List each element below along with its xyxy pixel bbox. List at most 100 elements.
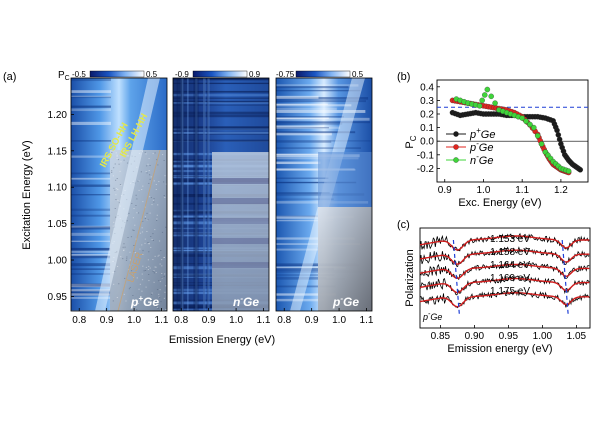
svg-text:-0.5: -0.5 bbox=[72, 70, 86, 79]
b-point bbox=[519, 115, 525, 121]
c-xtick-label: 0.90 bbox=[465, 331, 485, 342]
a-ytick-label: 1.15 bbox=[48, 146, 68, 157]
c-xtick-label: 1.00 bbox=[533, 331, 553, 342]
colorbar-p-minus-ge: -0.75 0.5 bbox=[276, 70, 364, 79]
c-curve-3: 1.164 eV bbox=[419, 260, 590, 281]
b-legend-marker bbox=[453, 144, 459, 150]
panel-c-ylabel: Polarization bbox=[404, 249, 416, 306]
c-curve-5: 1.175 eV bbox=[419, 286, 590, 309]
svg-text:0.9: 0.9 bbox=[249, 70, 261, 79]
b-ytick-label: 0.3 bbox=[420, 96, 434, 107]
panel-a-xlabel: Emission Energy (eV) bbox=[169, 334, 275, 346]
panel-a-label: (a) bbox=[3, 71, 16, 83]
heatmap-p-plus-ge: IRS SO-HH IRS LH-HH LASER p+Ge bbox=[70, 77, 168, 312]
b-point bbox=[482, 92, 488, 98]
b-legend-label: n-Ge bbox=[470, 152, 493, 167]
a-xtick-label: 1.0 bbox=[332, 315, 346, 326]
c-dip-guide bbox=[452, 239, 460, 316]
panel-c-xlabel: Emission energy (eV) bbox=[447, 343, 552, 355]
b-legend-marker bbox=[453, 157, 459, 163]
b-point bbox=[555, 132, 562, 138]
c-curve-4: 1.169 eV bbox=[419, 273, 590, 296]
panel-label-p-minus-ge: p-Ge bbox=[332, 294, 359, 309]
c-curve-1: 1.153 eV bbox=[419, 232, 590, 252]
panel-b-plot: 0.9 1.0 1.1 1.2 0.4 0.3 0.2 0.1 0.0 -0.1 -0.2 p+Gep… bbox=[417, 79, 589, 196]
c-fit-trace bbox=[419, 235, 590, 251]
b-ytick-label: 0.0 bbox=[420, 137, 434, 148]
c-curve-label: 1.153 eV bbox=[490, 234, 530, 245]
c-curve-2: 1.158 eV bbox=[419, 246, 590, 268]
panel-label-n-minus-ge: n-Ge bbox=[233, 294, 259, 309]
a-xtick-label: 1.1 bbox=[257, 315, 271, 326]
b-point bbox=[479, 97, 485, 104]
b-point bbox=[554, 127, 560, 134]
svg-text:0.5: 0.5 bbox=[146, 70, 158, 79]
a-xtick-label: 1.1 bbox=[360, 315, 374, 326]
a-xtick-label: 0.8 bbox=[277, 315, 291, 326]
c-fit-trace bbox=[419, 292, 590, 308]
heatmap-p-minus-ge: p-Ge bbox=[275, 77, 373, 312]
a-xtick-label: 0.8 bbox=[174, 315, 188, 326]
b-point bbox=[534, 133, 541, 139]
colorbar-p-plus-ge: -0.5 0.5 bbox=[72, 70, 158, 79]
c-curve-label: 1.158 eV bbox=[490, 247, 530, 258]
b-series-n-ge bbox=[453, 86, 572, 174]
a-xtick-label: 0.9 bbox=[305, 315, 319, 326]
b-legend-label: p-Ge bbox=[469, 139, 493, 154]
b-point bbox=[488, 93, 494, 100]
panel-label-p-plus-ge: p+Ge bbox=[130, 294, 159, 309]
b-series-p-ge bbox=[449, 109, 584, 173]
b-point bbox=[476, 103, 483, 109]
panel-c-label: (c) bbox=[397, 219, 410, 231]
c-fit-trace bbox=[419, 263, 590, 279]
b-ytick-label: -0.2 bbox=[417, 164, 435, 175]
b-ytick-label: 0.4 bbox=[420, 82, 434, 93]
a-xtick-label: 0.8 bbox=[72, 315, 86, 326]
a-ytick-label: 1.00 bbox=[48, 256, 68, 267]
colorbar-label: PC bbox=[58, 70, 70, 82]
a-xtick-label: 1.0 bbox=[229, 315, 243, 326]
panel-b-ylabel: PC bbox=[404, 135, 418, 148]
colorbar-n-minus-ge: -0.9 0.9 bbox=[175, 70, 261, 79]
b-point bbox=[577, 167, 584, 173]
b-xtick-label: 1.1 bbox=[515, 185, 529, 196]
b-point bbox=[538, 141, 545, 147]
b-point bbox=[565, 168, 572, 174]
b-point bbox=[484, 86, 491, 93]
a-ytick-label: 0.95 bbox=[48, 292, 68, 303]
b-legend-marker bbox=[453, 131, 459, 137]
c-curve-label: 1.169 eV bbox=[490, 273, 530, 284]
a-xtick-label: 1.1 bbox=[155, 315, 169, 326]
svg-text:-0.9: -0.9 bbox=[175, 70, 189, 79]
a-ytick-label: 1.05 bbox=[48, 219, 68, 230]
a-ytick-label: 1.10 bbox=[48, 183, 68, 194]
a-xtick-label: 0.9 bbox=[100, 315, 114, 326]
c-fit-trace bbox=[419, 277, 590, 294]
panel-b-xlabel: Exc. Energy (eV) bbox=[458, 197, 541, 209]
b-xtick-label: 0.9 bbox=[438, 185, 452, 196]
c-curve-label: 1.175 eV bbox=[490, 286, 530, 297]
heatmap-n-minus-ge: n-Ge bbox=[172, 77, 270, 312]
b-legend-label: p+Ge bbox=[469, 126, 495, 141]
c-xtick-label: 1.05 bbox=[567, 331, 587, 342]
a-ytick-label: 1.20 bbox=[48, 110, 68, 121]
b-ytick-label: 0.1 bbox=[420, 123, 434, 134]
b-ytick-label: -0.1 bbox=[417, 150, 435, 161]
b-xtick-label: 1.0 bbox=[477, 185, 491, 196]
c-xtick-label: 0.85 bbox=[431, 331, 451, 342]
b-axes-frame bbox=[436, 79, 589, 183]
b-point bbox=[531, 124, 537, 131]
panel-c-plot: 0.85 0.90 0.95 1.00 1.05 1.153 eV 1.158 eV 1.16… bbox=[419, 227, 591, 342]
panel-b-label: (b) bbox=[397, 71, 410, 83]
panel-a-ylabel: Excitation Energy (eV) bbox=[21, 140, 33, 249]
b-ytick-label: 0.2 bbox=[420, 110, 434, 121]
svg-text:-0.75: -0.75 bbox=[276, 70, 295, 79]
b-point bbox=[527, 121, 533, 128]
a-xtick-label: 0.9 bbox=[202, 315, 216, 326]
b-point bbox=[523, 118, 529, 125]
c-dip-guide bbox=[561, 239, 569, 316]
c-sample-label: p-Ge bbox=[422, 311, 442, 322]
c-data-trace bbox=[419, 260, 590, 281]
